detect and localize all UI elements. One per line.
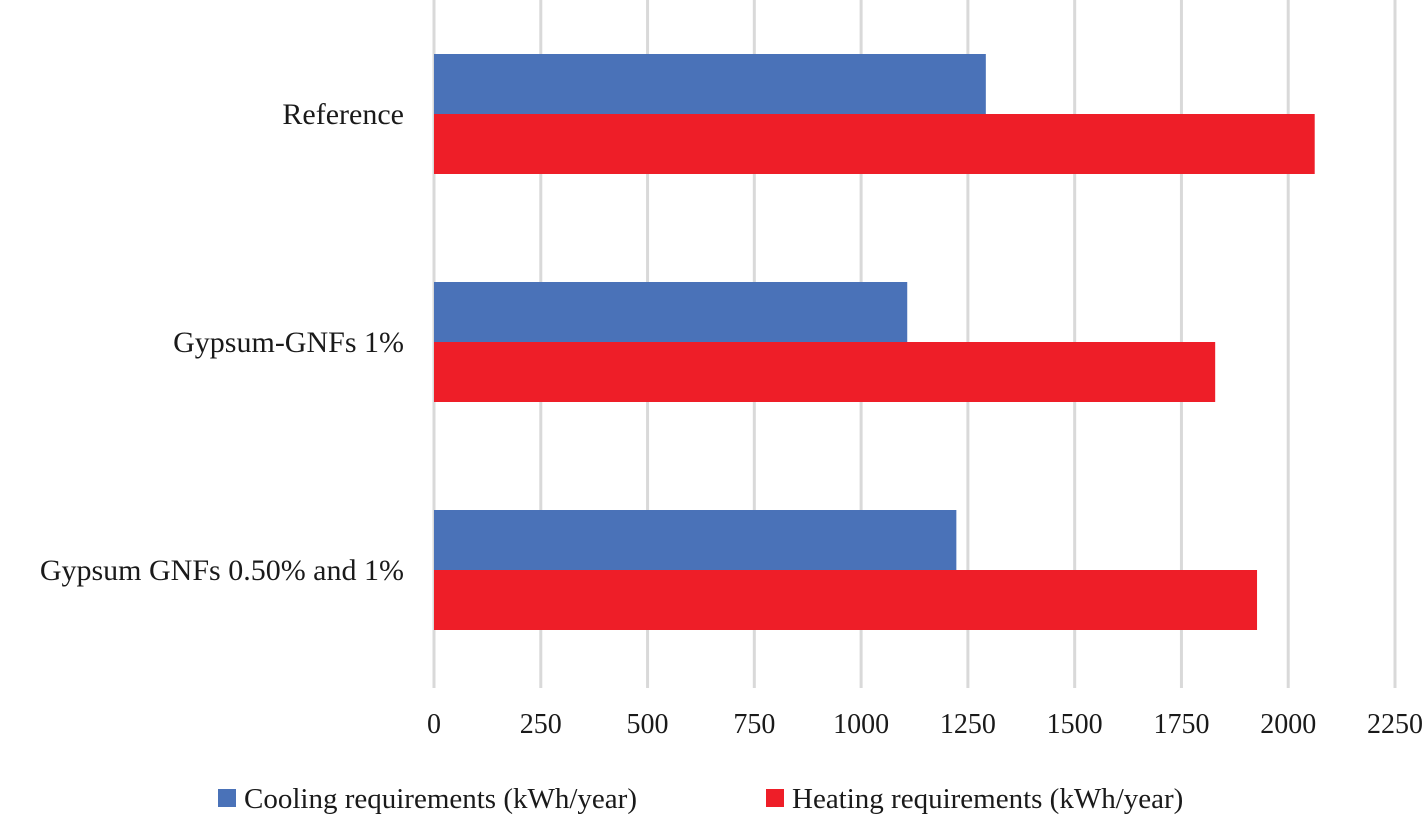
category-label: Reference xyxy=(282,98,404,131)
bar-heating-0 xyxy=(434,114,1315,174)
x-tick-label: 1000 xyxy=(833,709,889,740)
legend-label-0: Cooling requirements (kWh/year) xyxy=(244,783,637,815)
x-tick-label: 750 xyxy=(733,709,775,740)
category-label: Gypsum GNFs 0.50% and 1% xyxy=(40,554,404,587)
legend: Cooling requirements (kWh/year) Heating r… xyxy=(218,783,1183,815)
bars xyxy=(434,54,1315,630)
bar-cooling-2 xyxy=(434,510,957,570)
x-tick-label: 1250 xyxy=(940,709,996,740)
category-labels: Reference Gypsum-GNFs 1% Gypsum GNFs 0.50%… xyxy=(40,98,404,587)
x-tick-label: 250 xyxy=(520,709,562,740)
bar-heating-2 xyxy=(434,570,1258,630)
legend-label-1: Heating requirements (kWh/year) xyxy=(792,783,1183,815)
category-label: Gypsum-GNFs 1% xyxy=(173,326,404,359)
x-axis-ticks: 0 250 500 750 1000 1250 1500 1750 2000 2250 xyxy=(427,709,1423,740)
x-tick-label: 1500 xyxy=(1047,709,1103,740)
x-tick-label: 2000 xyxy=(1260,709,1316,740)
x-tick-label: 500 xyxy=(627,709,669,740)
x-tick-label: 1750 xyxy=(1153,709,1209,740)
bar-cooling-0 xyxy=(434,54,986,114)
x-tick-label: 0 xyxy=(427,709,441,740)
legend-swatch-0 xyxy=(218,789,236,807)
legend-swatch-1 xyxy=(766,789,784,807)
x-tick-label: 2250 xyxy=(1367,709,1423,740)
bar-cooling-1 xyxy=(434,282,908,342)
bar-heating-1 xyxy=(434,342,1216,402)
